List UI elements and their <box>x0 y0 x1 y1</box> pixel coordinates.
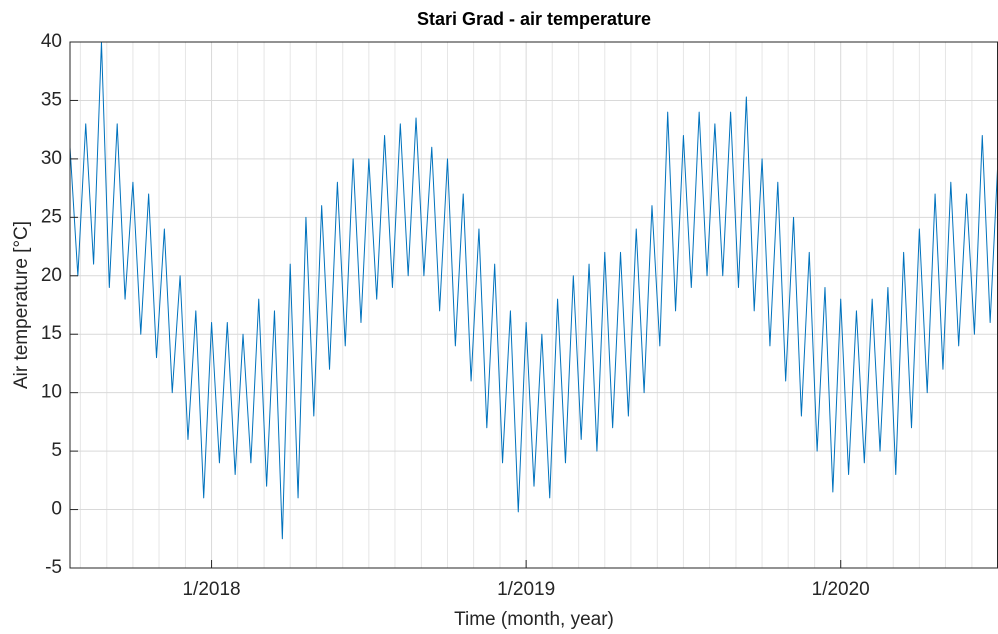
y-tick-label: 15 <box>41 323 62 344</box>
y-tick-label: 5 <box>51 440 62 461</box>
x-tick-label: 1/2019 <box>497 579 555 600</box>
axes: -5 0 5 10 15 20 25 30 35 40 1/2018 1/2019 1/2020 <box>41 31 998 600</box>
chart-title: Stari Grad - air temperature <box>417 9 651 29</box>
y-tick-label: 35 <box>41 89 62 110</box>
y-tick-label: -5 <box>45 557 62 578</box>
plot <box>69 41 998 540</box>
x-tick-label: 1/2018 <box>182 579 240 600</box>
y-tick-label: 40 <box>41 31 62 52</box>
x-axis-label: Time (month, year) <box>454 609 614 630</box>
y-tick-label: 20 <box>41 265 62 286</box>
y-axis-label: Air temperature [°C] <box>11 221 32 389</box>
y-tick-label: 25 <box>41 206 62 227</box>
y-tick-label: 10 <box>41 382 62 403</box>
x-tick-label: 1/2020 <box>812 579 870 600</box>
line-series <box>69 41 998 540</box>
y-tick-label: 30 <box>41 148 62 169</box>
grid <box>70 41 998 569</box>
y-tick-label: 0 <box>51 499 62 520</box>
